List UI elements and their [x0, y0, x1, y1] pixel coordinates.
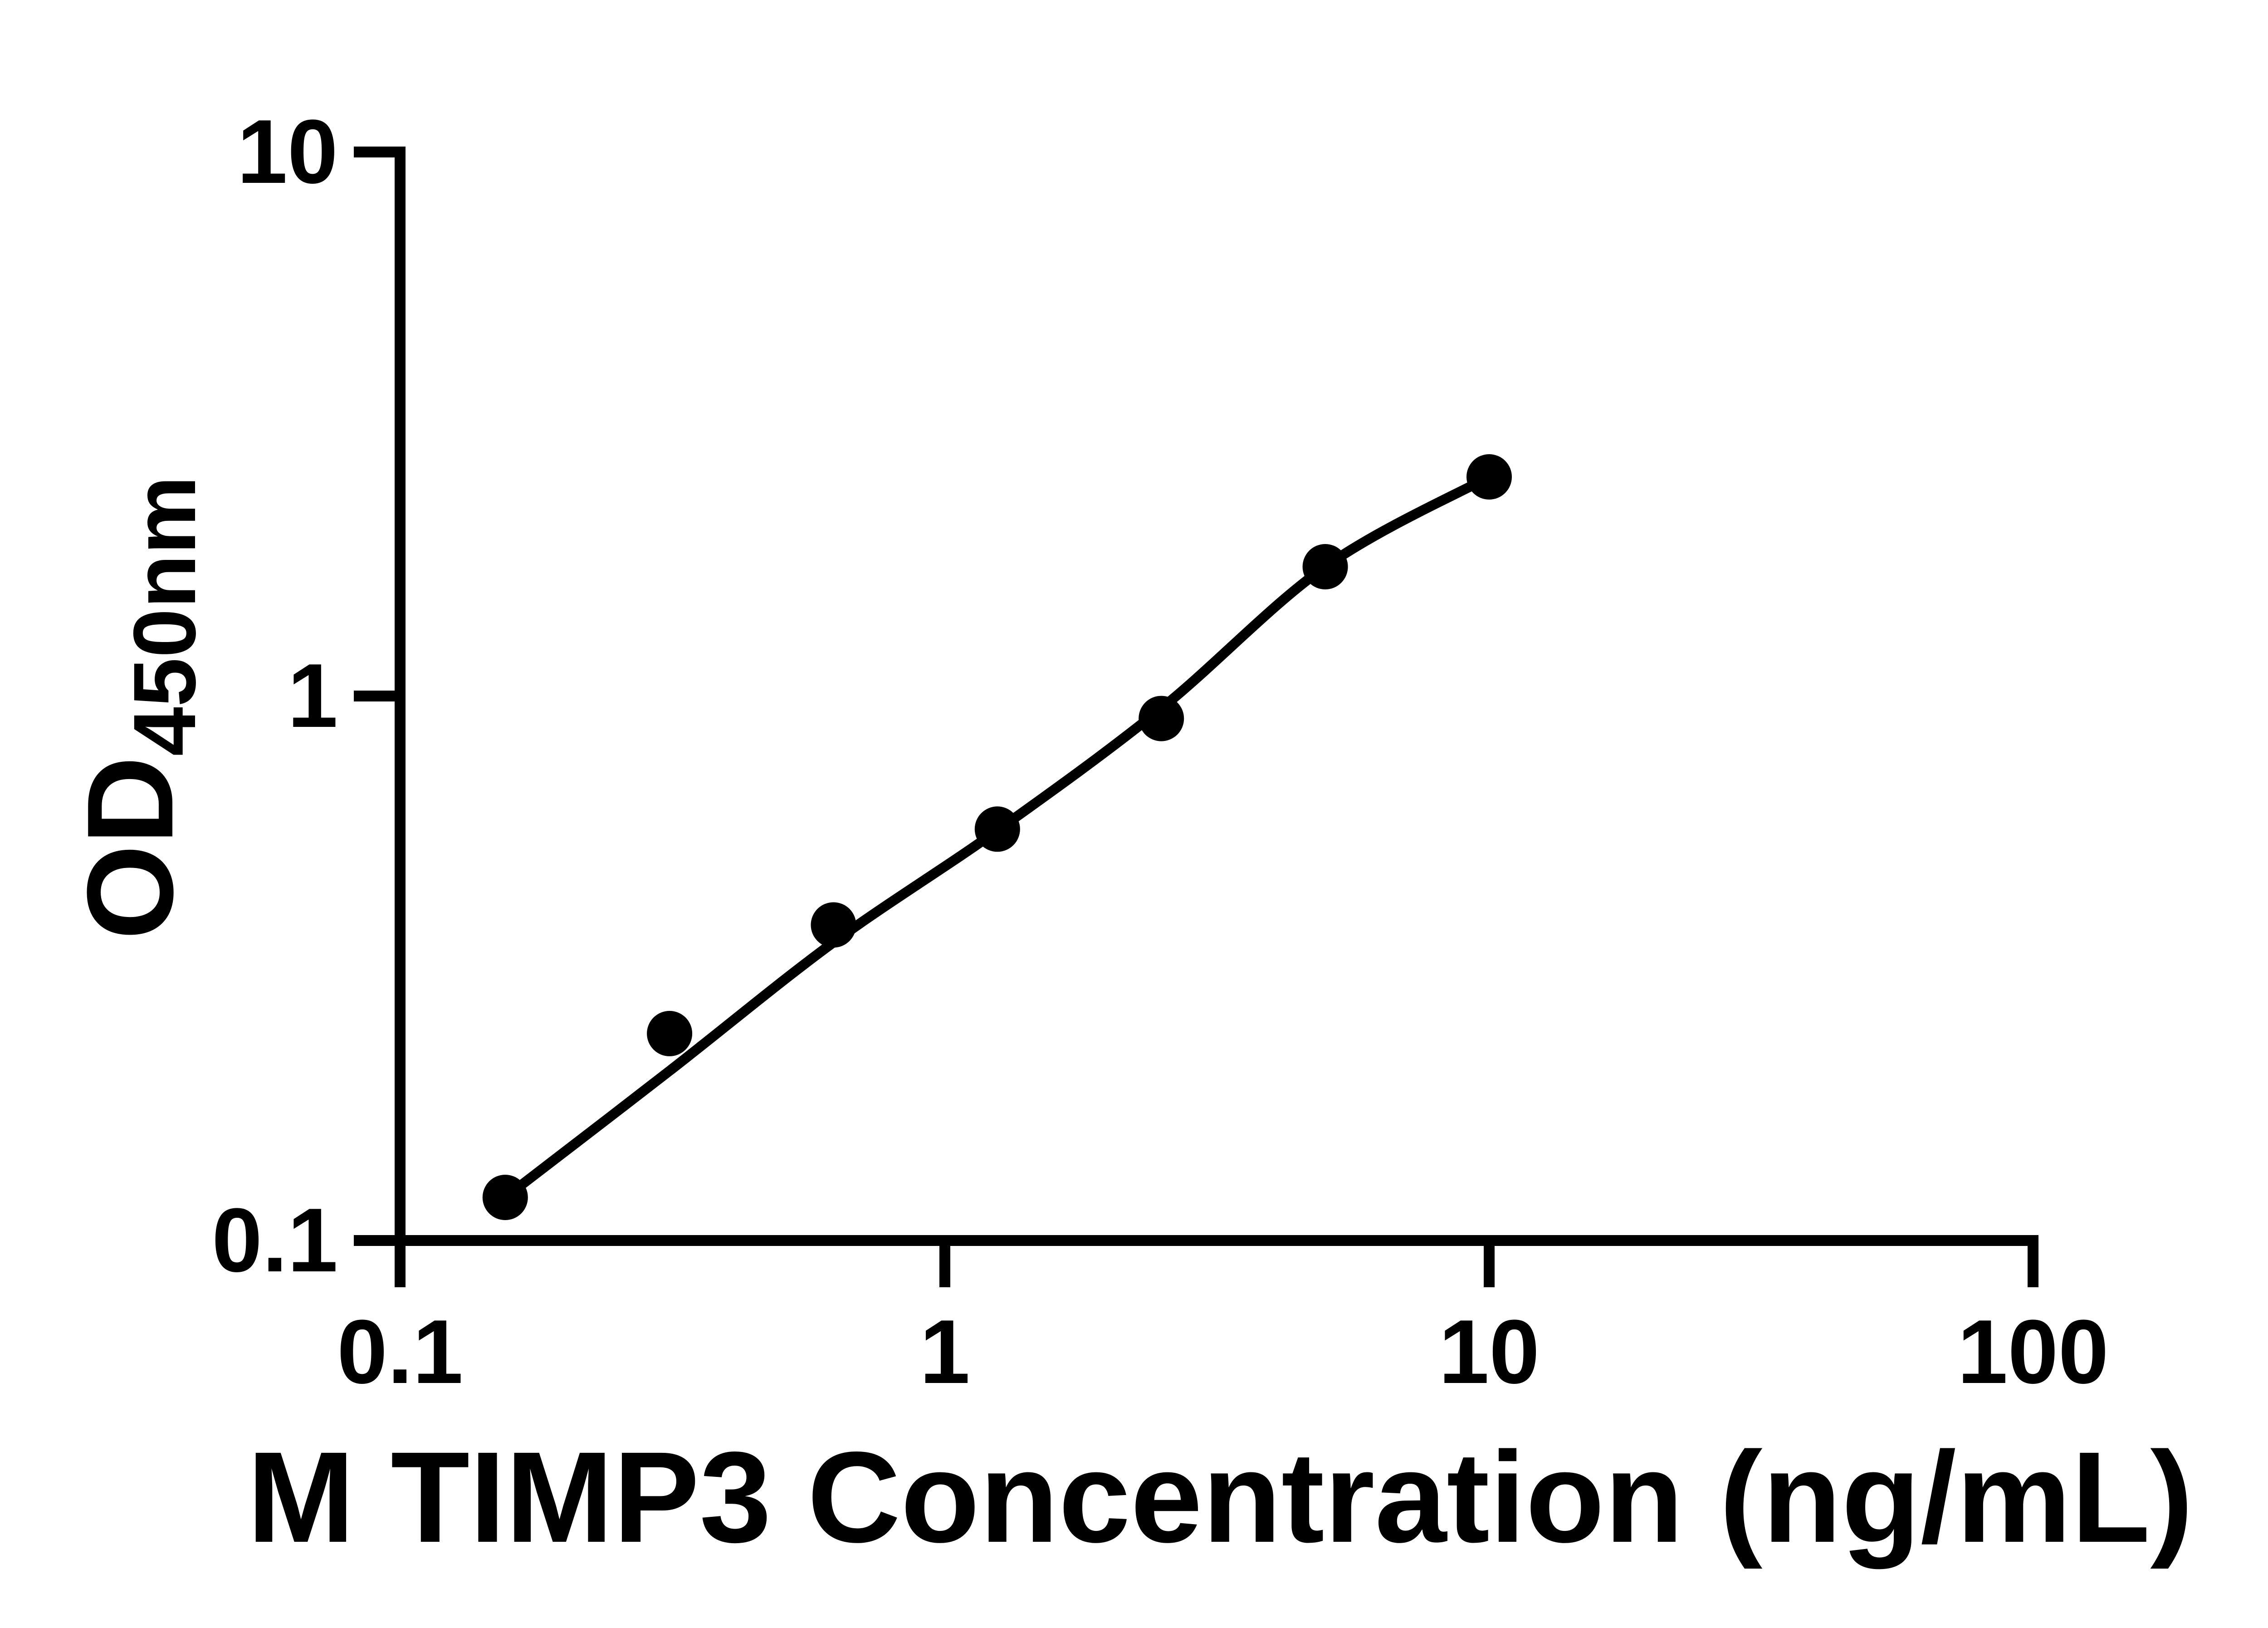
y-axis: 10 1 0.1 — [212, 101, 406, 1291]
data-point — [1466, 454, 1512, 500]
x-tick-10 — [1484, 1241, 1495, 1287]
y-axis-title-subscript: 450nm — [115, 476, 214, 756]
x-tick-1 — [939, 1241, 950, 1287]
y-tick-1 — [354, 691, 400, 701]
x-tick-label-100: 100 — [1957, 1301, 2109, 1402]
y-tick-label-1: 1 — [288, 645, 338, 746]
series-data-points — [482, 454, 1512, 1220]
data-point — [1139, 696, 1184, 741]
x-tick-label-1: 1 — [919, 1301, 970, 1402]
y-tick-10 — [354, 147, 400, 157]
data-point — [974, 806, 1020, 852]
data-point — [811, 902, 856, 948]
data-point — [1302, 544, 1348, 589]
y-tick-label-10: 10 — [237, 101, 338, 202]
x-axis: 0.1 1 10 100 — [337, 1235, 2109, 1402]
y-axis-title-main: OD — [62, 756, 199, 940]
x-axis-title: M TIMP3 Concentration (ng/mL) — [247, 1425, 2194, 1570]
y-tick-label-0_1: 0.1 — [212, 1190, 338, 1291]
y-axis-title: OD450nm — [62, 476, 214, 940]
x-tick-label-0_1: 0.1 — [337, 1301, 463, 1402]
x-tick-100 — [2028, 1241, 2038, 1287]
y-tick-0_1 — [354, 1235, 400, 1246]
x-tick-label-10: 10 — [1439, 1301, 1540, 1402]
x-tick-0_1 — [395, 1241, 406, 1287]
x-axis-line — [395, 1235, 2038, 1246]
data-point — [482, 1175, 528, 1220]
data-point — [647, 1010, 693, 1056]
